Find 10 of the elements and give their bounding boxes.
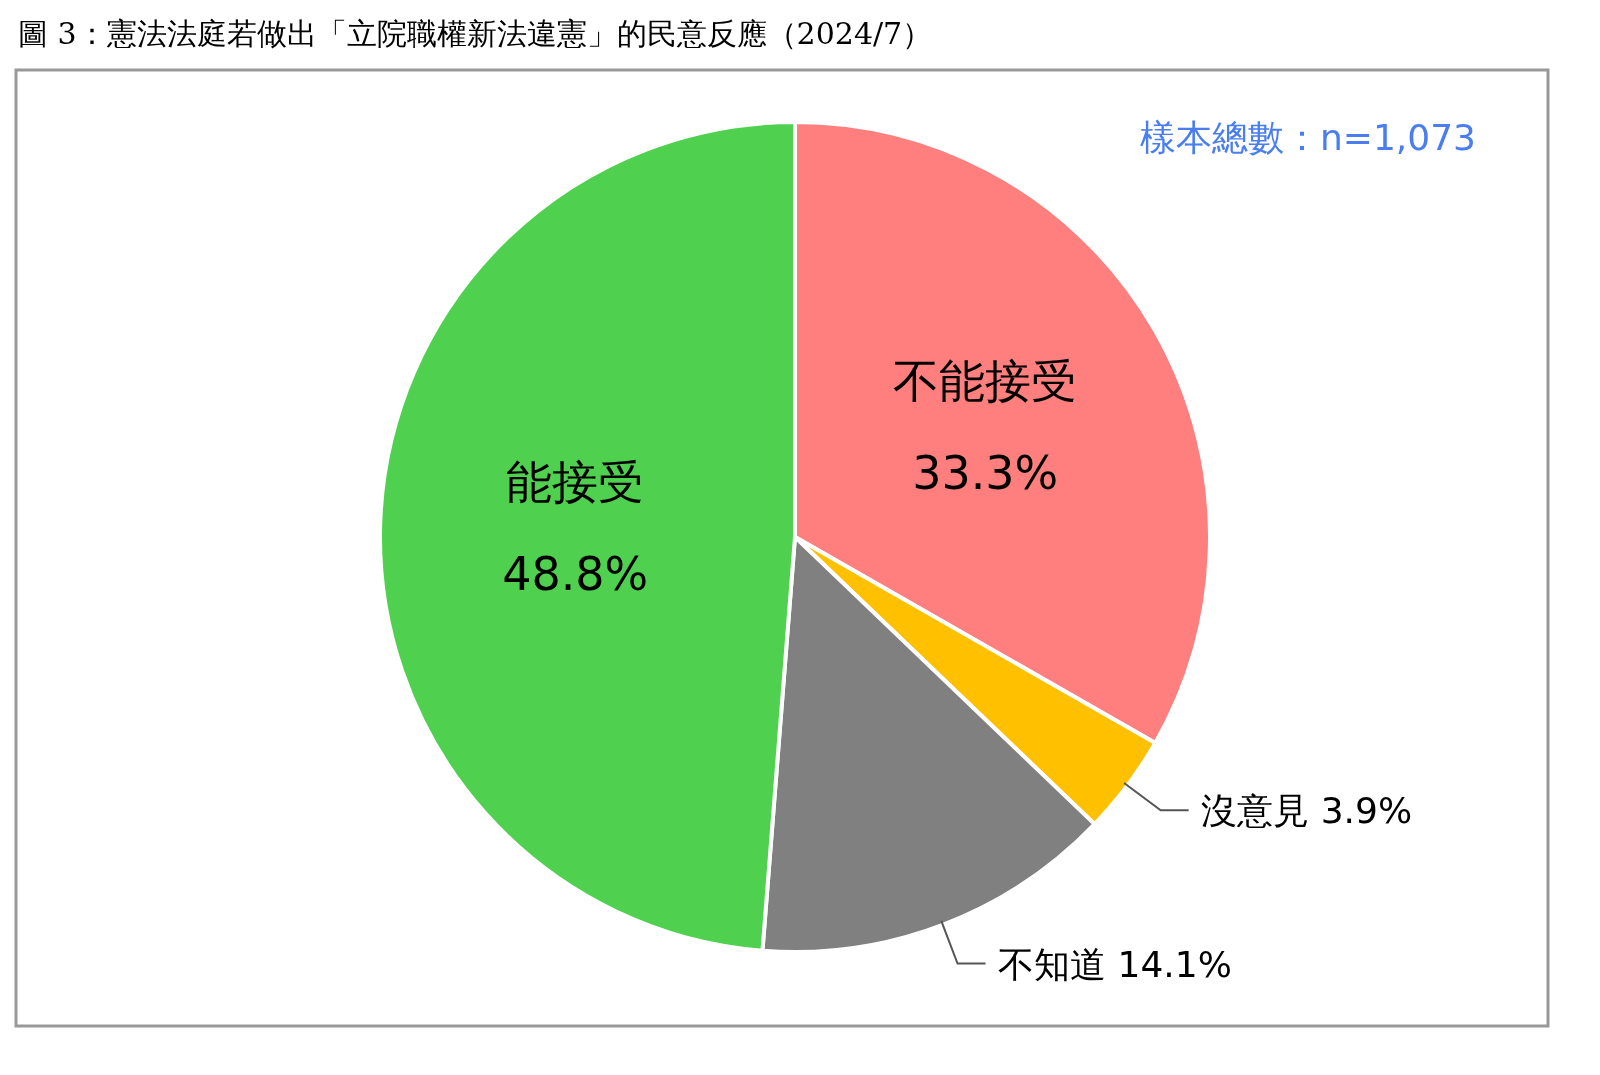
data-label: 3.9% [1320,790,1413,832]
data-label: 14.1% [1117,943,1232,985]
slice-label: 能接受 [506,455,645,510]
chart-title: 圖 3：憲法法庭若做出「立院職權新法違憲」的民意反應（2024/7） [18,16,933,51]
data-label: 33.3% [912,445,1059,500]
slice-label: 不知道 [997,943,1106,985]
slice-label: 沒意見 [1200,790,1309,832]
data-label: 48.8% [502,547,649,602]
text: 樣本總數：n=1,073 [1139,117,1476,158]
slice-label: 不能接受 [893,353,1078,408]
